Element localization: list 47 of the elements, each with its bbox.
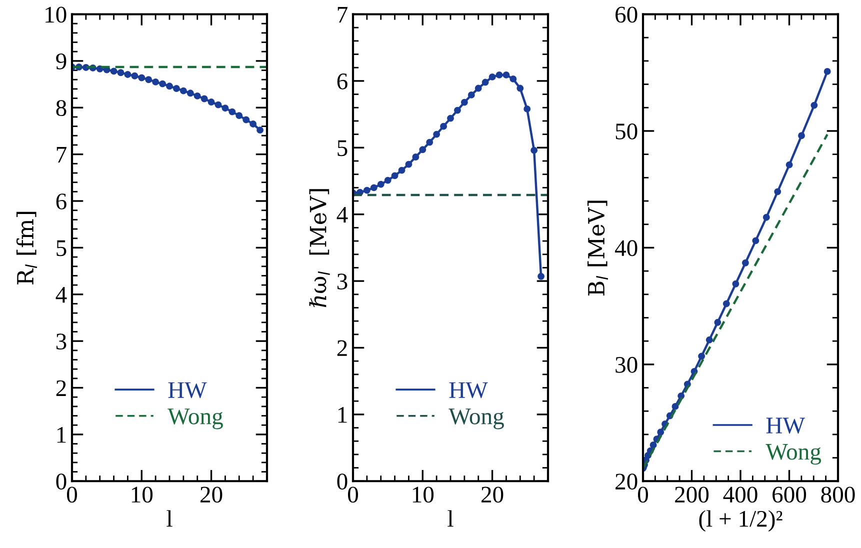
y-tick-label: 7 — [56, 147, 66, 163]
y-tick-label: 0 — [337, 474, 348, 490]
x-tick-label: 400 — [723, 486, 758, 503]
y-tick-label: 60 — [616, 6, 638, 23]
x-tick-label: 20 — [482, 486, 504, 503]
y-tick-label: 4 — [56, 287, 67, 303]
y-tick-label: 8 — [56, 100, 66, 116]
legend-label: HW — [766, 418, 805, 434]
y-tick-label: 5 — [56, 240, 66, 256]
legend-label: Wong — [168, 408, 223, 430]
legend-label: Wong — [766, 444, 822, 465]
y-tick-label: 6 — [337, 74, 348, 90]
y-tick-label: 0 — [56, 474, 66, 490]
x-tick-label: 20 — [200, 486, 222, 503]
x-tick-label: 10 — [132, 486, 153, 503]
y-axis-title: B$_{l}$ [MeV] — [587, 200, 608, 296]
y-tick-label: 5 — [338, 140, 348, 156]
y-tick-label: 3 — [56, 334, 66, 350]
y-tick-label: 1 — [57, 427, 66, 443]
y-tick-label: 2 — [56, 380, 66, 396]
y-tick-label: 6 — [56, 194, 66, 210]
y-tick-label: 4 — [336, 206, 348, 223]
x-tick-label: 600 — [772, 486, 806, 503]
y-tick-label: 20 — [616, 474, 638, 490]
y-tick-label: 9 — [56, 53, 66, 70]
x-axis-title: (l + 1/2)² — [699, 510, 782, 532]
y-tick-label: 10 — [46, 6, 66, 23]
x-tick-label: 0 — [66, 486, 78, 503]
x-tick-label: 10 — [412, 486, 434, 503]
legend-label: HW — [449, 382, 488, 398]
x-axis-title: l — [448, 510, 454, 527]
x-tick-label: 0 — [348, 486, 358, 503]
y-tick-label: 50 — [616, 123, 638, 140]
y-tick-label: 40 — [614, 240, 638, 256]
y-tick-label: 3 — [337, 274, 348, 290]
legend-label: HW — [168, 382, 207, 398]
x-tick-label: 800 — [821, 486, 855, 503]
legend-label: Wong — [448, 408, 504, 430]
x-axis-title: l — [166, 510, 172, 527]
x-tick-label: 0 — [638, 486, 648, 503]
y-axis-title: ℏω$_{l}$ [MeV] — [309, 189, 330, 308]
y-tick-label: 2 — [337, 340, 347, 356]
y-tick-label: 30 — [616, 356, 638, 373]
y-tick-label: 1 — [338, 407, 347, 423]
y-axis-title: R$_{l}$ [fm] — [16, 212, 37, 284]
x-tick-label: 200 — [675, 486, 709, 503]
y-tick-label: 7 — [338, 6, 348, 22]
